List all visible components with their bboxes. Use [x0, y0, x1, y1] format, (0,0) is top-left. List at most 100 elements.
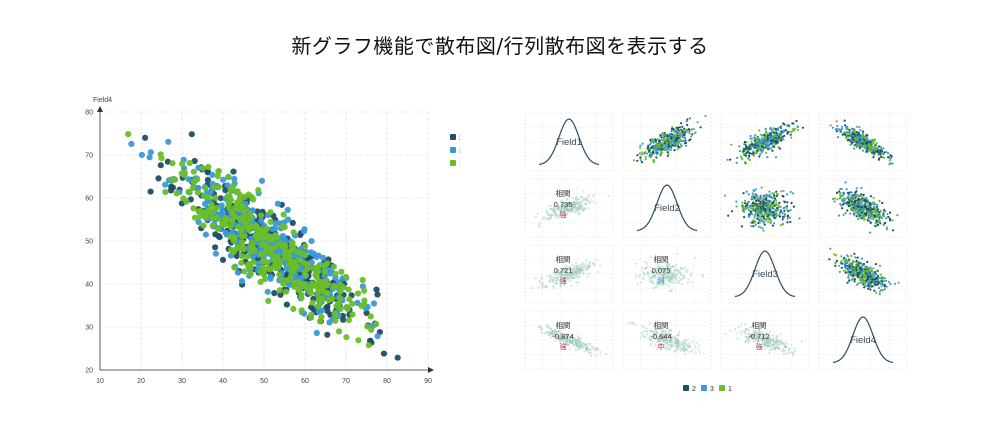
matrix-point [727, 214, 730, 217]
matrix-point [677, 137, 680, 140]
matrix-point [879, 209, 882, 212]
matrix-point [869, 288, 872, 291]
matrix-point [853, 144, 856, 147]
matrix-point [769, 200, 772, 203]
matrix-point-faint [662, 273, 665, 277]
matrix-point-faint [540, 286, 544, 289]
matrix-point [772, 131, 775, 134]
matrix-point [853, 147, 856, 150]
matrix-point [835, 130, 838, 133]
matrix-point-faint [573, 201, 576, 205]
matrix-point [846, 281, 849, 284]
matrix-point [762, 215, 765, 218]
matrix-point [860, 274, 863, 277]
matrix-point-faint [564, 209, 567, 212]
matrix-point [837, 214, 841, 217]
matrix-point-faint [570, 210, 573, 213]
matrix-point-faint [545, 217, 548, 220]
matrix-point-faint [555, 212, 558, 215]
matrix-point [842, 191, 846, 194]
matrix-point [890, 155, 893, 158]
matrix-point [750, 198, 753, 201]
matrix-point-faint [572, 209, 575, 212]
scatter-point [300, 259, 307, 266]
legend-label[interactable]: 1 [459, 161, 460, 168]
matrix-point [774, 127, 778, 131]
matrix-point-faint [575, 201, 579, 204]
scatter-point [324, 303, 331, 310]
matrix-point [882, 152, 885, 156]
matrix-point-faint [560, 204, 563, 207]
scatter-point [302, 243, 309, 250]
matrix-point-faint [555, 280, 558, 283]
matrix-point [758, 138, 761, 141]
legend-label[interactable]: 2 [459, 135, 460, 142]
matrix-point-faint [679, 273, 682, 276]
matrix-point-faint [635, 273, 638, 276]
matrix-point [744, 204, 747, 208]
matrix-point [853, 280, 856, 283]
correlation-strength: 強 [560, 343, 567, 351]
matrix-point [888, 159, 891, 162]
matrix-point [663, 147, 666, 150]
matrix-point [871, 212, 874, 215]
matrix-point [760, 213, 763, 216]
matrix-point-faint [567, 202, 571, 205]
matrix-point-faint [578, 268, 581, 271]
matrix-point [790, 201, 793, 205]
matrix-point-faint [583, 265, 586, 268]
matrix-point-faint [551, 278, 554, 282]
matrix-point [866, 281, 870, 284]
legend-swatch[interactable] [450, 160, 456, 166]
matrix-cell [720, 178, 810, 238]
matrix-point-faint [580, 200, 583, 203]
scatter-point [374, 291, 381, 298]
matrix-point [674, 129, 677, 132]
matrix-point [683, 142, 687, 145]
matrix-point-faint [587, 201, 591, 204]
matrix-point [765, 197, 768, 200]
matrix-point [877, 223, 880, 227]
matrix-point [753, 141, 756, 144]
matrix-point [774, 199, 778, 202]
matrix-point [859, 199, 862, 202]
matrix-point [846, 209, 849, 212]
matrix-point [779, 205, 782, 208]
matrix-point-faint [563, 205, 566, 208]
matrix-point-faint [577, 281, 580, 285]
matrix-point [758, 147, 761, 150]
matrix-point-faint [587, 342, 590, 345]
y-tick-label: 70 [85, 153, 93, 160]
matrix-point [773, 145, 776, 148]
matrix-point [792, 129, 795, 132]
matrix-point [762, 148, 765, 151]
matrix-point-faint [576, 268, 579, 271]
legend-swatch[interactable] [450, 134, 456, 140]
matrix-point-faint [586, 268, 589, 271]
matrix-point [837, 128, 840, 131]
matrix-point [863, 205, 866, 209]
matrix-point [789, 190, 792, 193]
matrix-point-faint [569, 210, 572, 213]
matrix-point [740, 225, 743, 228]
matrix-point [858, 143, 861, 146]
matrix-point-faint [641, 267, 644, 270]
matrix-point [647, 149, 650, 152]
matrix-point-faint [549, 217, 552, 220]
matrix-point [880, 277, 883, 280]
legend-swatch[interactable] [450, 147, 456, 153]
matrix-point-faint [674, 279, 677, 282]
matrix-point-faint [566, 209, 569, 212]
matrix-point [781, 137, 784, 140]
legend-label[interactable]: 3 [459, 148, 460, 155]
matrix-point [866, 137, 869, 140]
matrix-point-faint [681, 277, 684, 280]
matrix-point [653, 149, 656, 152]
matrix-point-faint [586, 268, 589, 271]
scatter-point [283, 248, 290, 255]
matrix-point [834, 264, 837, 267]
matrix-point-faint [671, 265, 674, 268]
matrix-point-faint [583, 197, 586, 200]
matrix-point [868, 143, 871, 146]
